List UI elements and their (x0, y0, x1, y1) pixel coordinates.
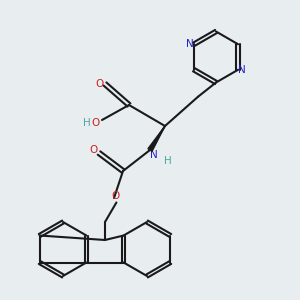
Text: N: N (238, 65, 246, 75)
Text: O: O (111, 190, 120, 201)
Text: O: O (91, 118, 100, 128)
Text: O: O (95, 79, 104, 89)
Text: N: N (150, 149, 158, 160)
Text: H: H (82, 118, 90, 128)
Polygon shape (148, 126, 165, 151)
Text: H: H (164, 155, 171, 166)
Text: O: O (89, 145, 98, 155)
Text: N: N (186, 39, 194, 49)
